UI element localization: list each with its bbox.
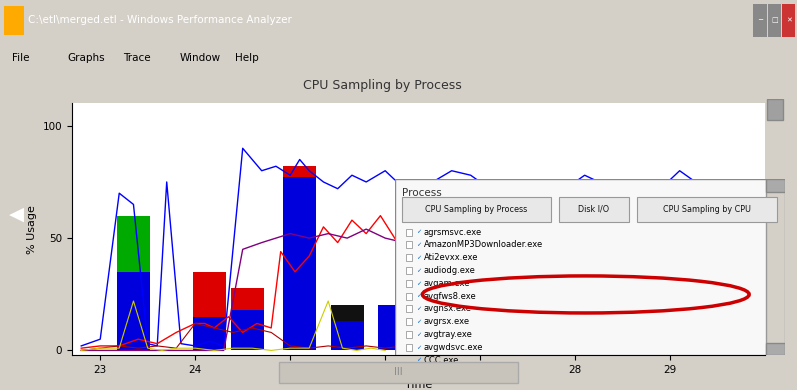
Text: Window: Window — [179, 53, 221, 63]
Bar — [231, 287, 264, 310]
Bar — [331, 305, 363, 321]
Bar — [767, 335, 783, 355]
Text: Help: Help — [235, 53, 259, 63]
Text: avgrsx.exe: avgrsx.exe — [424, 317, 470, 326]
Text: III: III — [395, 367, 402, 378]
Text: C:\etl\merged.etl - Windows Performance Analyzer: C:\etl\merged.etl - Windows Performance … — [28, 16, 292, 25]
Text: avgfws8.exe: avgfws8.exe — [424, 292, 477, 301]
Bar — [753, 4, 767, 37]
Bar — [782, 4, 795, 37]
Bar — [406, 331, 412, 338]
Bar — [765, 179, 785, 355]
Text: Disk I/O: Disk I/O — [578, 205, 609, 214]
Text: audiodg.exe: audiodg.exe — [424, 266, 476, 275]
Text: ✓: ✓ — [416, 230, 422, 234]
Text: AmazonMP3Downloader.exe: AmazonMP3Downloader.exe — [424, 240, 543, 249]
Bar — [406, 280, 412, 287]
Bar — [283, 177, 316, 350]
Bar — [765, 342, 785, 355]
Text: ✓: ✓ — [416, 358, 422, 363]
Bar — [117, 216, 150, 272]
Text: ✓: ✓ — [416, 345, 422, 350]
Text: avgtray.exe: avgtray.exe — [424, 330, 473, 339]
Bar — [283, 166, 316, 177]
Bar — [331, 321, 363, 350]
Bar — [406, 344, 412, 351]
Text: avgnsx.exe: avgnsx.exe — [424, 305, 472, 314]
Text: CPU Sampling by Process: CPU Sampling by Process — [303, 79, 462, 92]
X-axis label: Time: Time — [405, 380, 432, 390]
Bar — [768, 4, 781, 37]
Text: ✓: ✓ — [416, 307, 422, 312]
Bar — [406, 305, 412, 312]
Bar — [406, 292, 412, 300]
Text: Ati2evxx.exe: Ati2evxx.exe — [424, 253, 478, 262]
Text: ✓: ✓ — [416, 332, 422, 337]
Text: CPU Sampling by CPU: CPU Sampling by CPU — [663, 205, 751, 214]
Bar — [402, 197, 551, 222]
Text: avgam.exe: avgam.exe — [424, 279, 470, 288]
Bar — [406, 254, 412, 261]
Bar — [406, 229, 412, 236]
Bar — [193, 272, 226, 317]
Text: avgwdsvc.exe: avgwdsvc.exe — [424, 343, 483, 352]
Text: Trace: Trace — [124, 53, 151, 63]
Text: ─: ─ — [758, 18, 762, 23]
Bar — [193, 317, 226, 350]
Text: File: File — [12, 53, 29, 63]
Bar — [767, 99, 783, 120]
Text: ✓: ✓ — [416, 294, 422, 299]
Text: ✕: ✕ — [786, 18, 791, 23]
Bar — [279, 362, 518, 383]
Bar — [765, 179, 785, 191]
Bar — [117, 272, 150, 350]
Text: ◀: ◀ — [9, 205, 23, 224]
Text: CPU Sampling by Process: CPU Sampling by Process — [426, 205, 528, 214]
Bar — [378, 305, 411, 350]
Bar — [637, 197, 777, 222]
Bar — [559, 197, 629, 222]
Y-axis label: % Usage: % Usage — [27, 205, 37, 254]
Text: ✓: ✓ — [416, 281, 422, 286]
Text: CCC.exe: CCC.exe — [424, 356, 459, 365]
Text: agrsmsvc.exe: agrsmsvc.exe — [424, 227, 482, 237]
Text: ✓: ✓ — [416, 319, 422, 324]
Text: □: □ — [771, 18, 778, 23]
Bar — [406, 318, 412, 325]
Bar — [406, 267, 412, 274]
Bar — [231, 310, 264, 350]
Text: Process: Process — [402, 188, 442, 199]
Bar — [406, 241, 412, 248]
Text: ✓: ✓ — [416, 255, 422, 260]
Text: ✓: ✓ — [416, 242, 422, 247]
Bar — [4, 6, 24, 35]
Text: ✓: ✓ — [416, 268, 422, 273]
Text: Graphs: Graphs — [68, 53, 105, 63]
Bar — [406, 356, 412, 363]
